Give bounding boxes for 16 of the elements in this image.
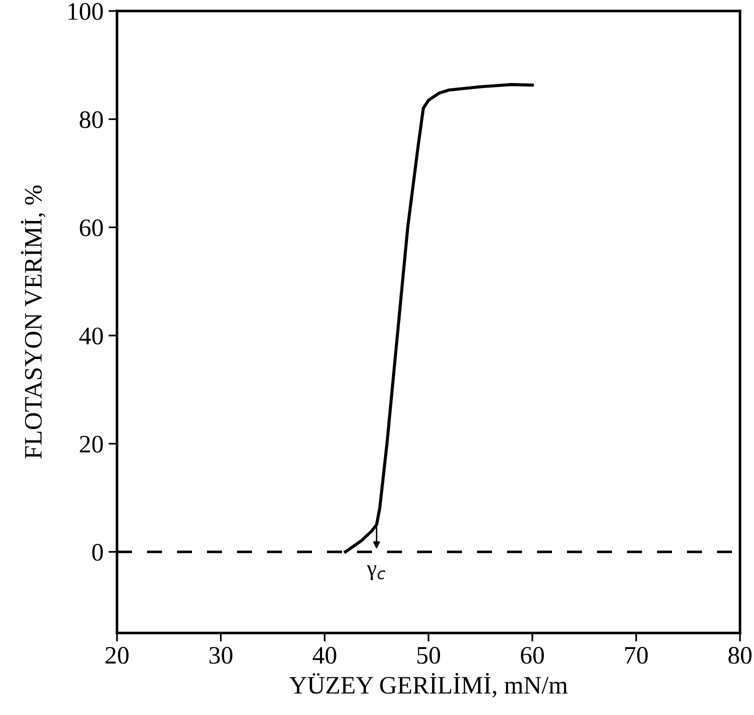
y-axis-title: FLOTASYON VERİMİ, %: [20, 186, 46, 459]
y-tick-label: 60: [80, 219, 103, 236]
x-tick-label: 30: [210, 646, 232, 664]
x-tick-label: 80: [728, 646, 752, 664]
y-tick-label: 20: [80, 436, 103, 453]
y-tick-label: 40: [79, 328, 103, 344]
x-tick-label: 40: [312, 646, 336, 664]
x-tick-label: 50: [417, 646, 440, 664]
x-tick-label: 20: [106, 646, 129, 664]
y-tick-label: 80: [80, 111, 103, 128]
x-axis-title: YÜZEY GERİLİMİ, mN/m: [289, 672, 568, 698]
x-tick-label: 70: [625, 646, 648, 664]
x-tick-label: 60: [520, 646, 544, 664]
y-tick-label: 0: [92, 544, 103, 561]
annotation: γ$_{c}$: [366, 565, 386, 580]
y-tick-label: 100: [68, 3, 103, 20]
